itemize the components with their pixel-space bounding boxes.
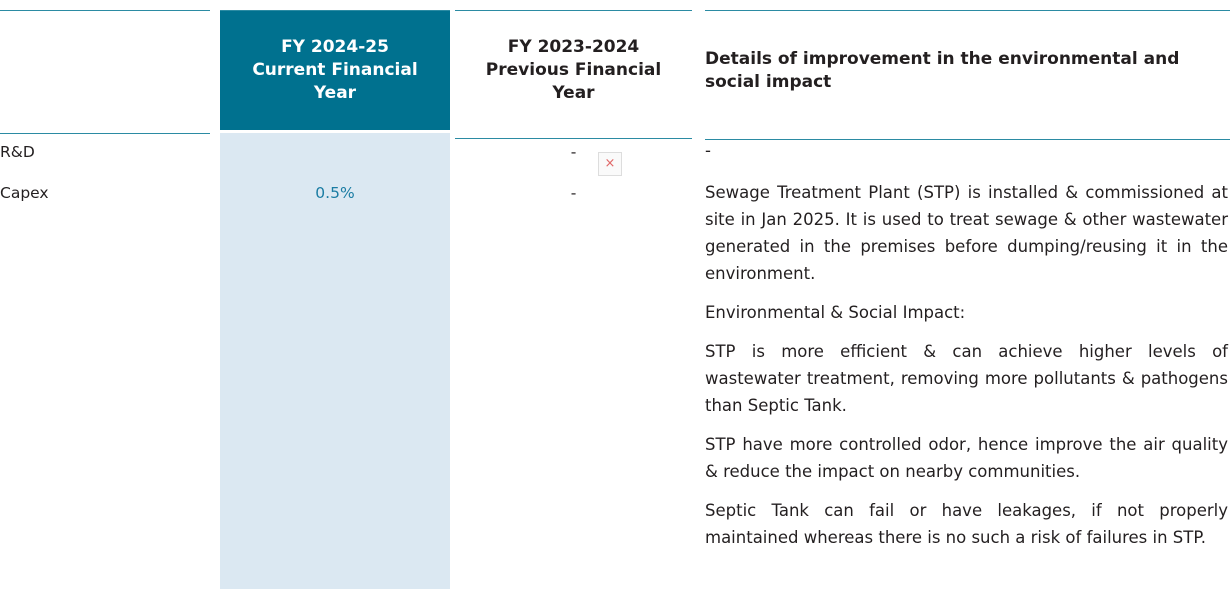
broken-image-icon: × xyxy=(598,152,622,176)
paragraph: - xyxy=(705,141,711,160)
rule xyxy=(705,139,1230,140)
header-cell: FY 2023-2024 Previous Financial Year xyxy=(485,37,662,103)
header-cell: FY 2024-25 Current Financial Year xyxy=(252,37,418,103)
rule xyxy=(455,10,692,11)
row-label: Capex xyxy=(0,184,49,202)
details: Sewage Treatment Plant (STP) is installe… xyxy=(705,179,1228,563)
cell: - xyxy=(570,184,577,202)
cell: - xyxy=(570,143,577,161)
details: - xyxy=(705,137,1228,176)
rule xyxy=(0,10,210,11)
paragraph: STP have more controlled odor, hence imp… xyxy=(705,435,1228,481)
paragraph: Septic Tank can fail or have leakages, i… xyxy=(705,501,1228,547)
rule xyxy=(0,133,210,134)
column-highlight xyxy=(220,133,450,589)
cell: 0.5% xyxy=(315,184,355,202)
row-label: R&D xyxy=(0,143,35,161)
rule xyxy=(220,10,450,11)
header-highlight xyxy=(220,11,450,130)
rule xyxy=(455,138,692,139)
paragraph: Sewage Treatment Plant (STP) is installe… xyxy=(705,183,1228,283)
paragraph: STP is more efficient & can achieve high… xyxy=(705,342,1228,415)
header-cell: Details of improvement in the environmen… xyxy=(705,48,1180,92)
rule xyxy=(705,10,1230,11)
paragraph: Environmental & Social Impact: xyxy=(705,303,966,322)
